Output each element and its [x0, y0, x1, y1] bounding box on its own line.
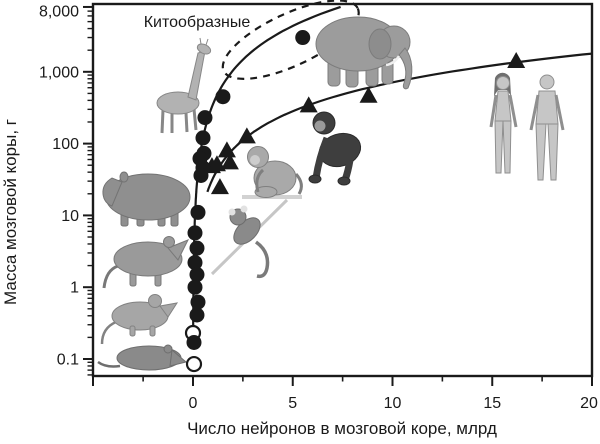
x-tick-label: 5: [288, 395, 297, 412]
data-point-circle: [187, 225, 203, 241]
y-tick-label: 1: [70, 280, 79, 297]
data-point-circle: [186, 334, 202, 350]
data-point-circle: [193, 167, 209, 183]
x-tick-label: 10: [384, 395, 402, 412]
chimpanzee-illustration: [308, 111, 362, 186]
animal-illustrations: [97, 16, 565, 371]
data-point-triangle: [507, 51, 526, 68]
x-tick-label: 15: [483, 395, 501, 412]
tick-labels-layer: 0 5 10 15 20 0.1 1 10 100 1,000 8,000: [39, 4, 598, 413]
data-point-open-circle: [185, 355, 203, 373]
data-point-circle: [190, 204, 206, 220]
marmoset-illustration: [210, 198, 289, 279]
y-tick-label: 100: [52, 136, 79, 153]
x-tick-label: 20: [580, 395, 598, 412]
capybara-illustration: [102, 171, 191, 227]
data-point-circle: [187, 255, 203, 271]
data-point-circle: [197, 110, 213, 126]
cetaceans-ellipse-layer: [221, 0, 360, 80]
x-tick-label: 0: [189, 395, 198, 412]
elephant-illustration: [315, 16, 413, 90]
y-tick-label: 8,000: [39, 4, 79, 21]
y-tick-label: 10: [61, 208, 79, 225]
rat-illustration: [102, 236, 190, 289]
data-point-triangle: [220, 153, 239, 170]
human-male-figure: [529, 74, 565, 181]
mouse-illustration: [100, 294, 179, 345]
shrew-illustration: [97, 344, 188, 371]
data-point-circle: [295, 30, 311, 46]
giraffe-illustration: [156, 37, 212, 134]
data-point-circle: [189, 267, 205, 283]
data-point-circle: [195, 130, 211, 146]
data-point-triangle: [359, 86, 378, 103]
data-point-triangle: [237, 127, 256, 144]
x-axis-title: Число нейронов в мозговой коре, млрд: [187, 419, 497, 438]
macaque-illustration: [242, 146, 303, 199]
data-point-triangle: [210, 178, 229, 195]
cetaceans-label: Китообразные: [144, 14, 251, 31]
data-point-circle: [190, 294, 206, 310]
data-points-layer: [184, 30, 526, 373]
data-point-circle: [187, 279, 203, 295]
y-axis-title: Масса мозговой коры, г: [1, 119, 20, 305]
data-point-triangle: [299, 96, 318, 113]
human-female-figure: [489, 72, 518, 174]
data-point-triangle: [217, 141, 236, 158]
axis-ticks-layer: [83, 5, 593, 386]
y-tick-label: 0.1: [57, 352, 79, 369]
data-point-circle: [215, 89, 231, 105]
y-tick-label: 1,000: [39, 64, 79, 81]
data-point-circle: [189, 240, 205, 256]
data-point-triangle: [207, 155, 226, 172]
humans-illustration: [489, 72, 565, 181]
data-point-circle: [189, 307, 205, 323]
cetaceans-dashed-ellipse: [221, 0, 360, 80]
